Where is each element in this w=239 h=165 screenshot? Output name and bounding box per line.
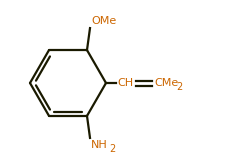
Text: OMe: OMe — [91, 16, 116, 26]
Text: CH: CH — [117, 78, 133, 88]
Text: 2: 2 — [109, 144, 115, 154]
Text: 2: 2 — [176, 82, 182, 92]
Text: NH: NH — [91, 140, 108, 150]
Text: CMe: CMe — [154, 78, 178, 88]
